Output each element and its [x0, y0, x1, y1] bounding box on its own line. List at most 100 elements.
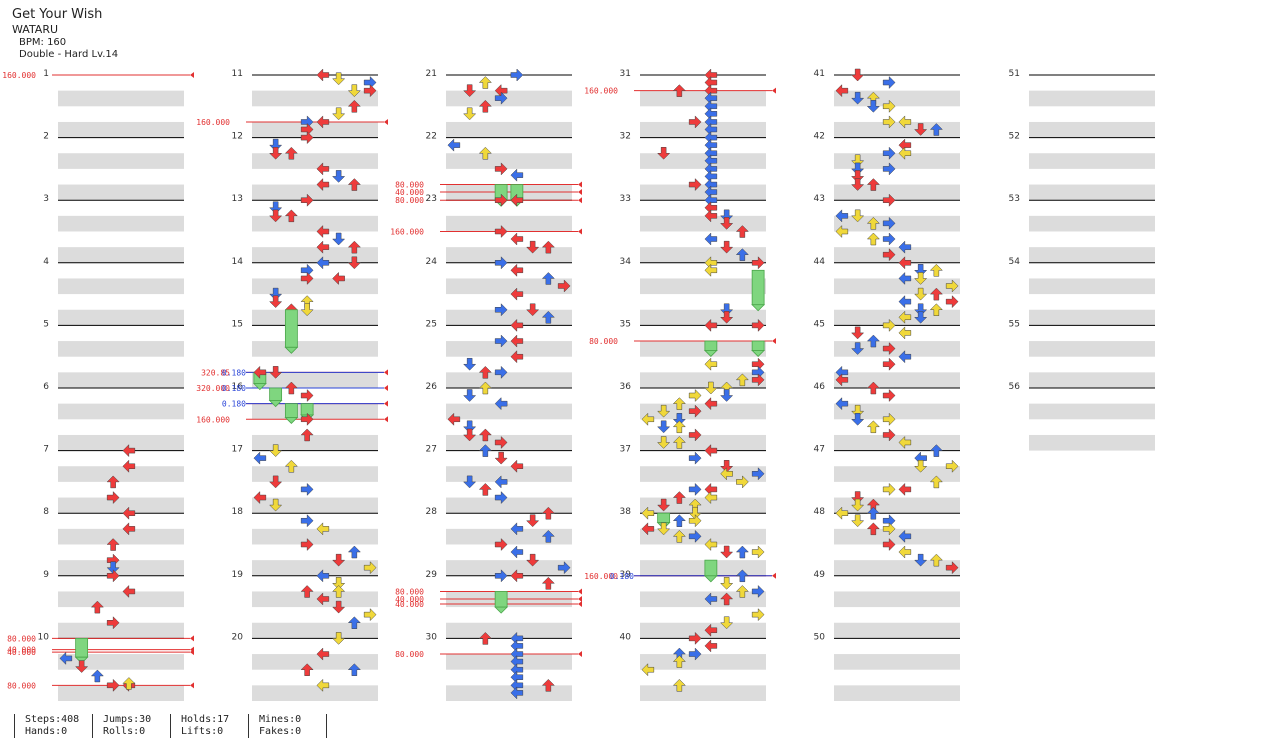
right-arrow-note [882, 115, 896, 129]
right-arrow-note [688, 115, 702, 129]
hold-tail [703, 575, 718, 583]
left-arrow-note [704, 232, 718, 246]
right-arrow-note [494, 490, 508, 505]
measure-band [834, 90, 960, 107]
right-arrow-note [688, 451, 702, 465]
bpm-label: 80.000 [7, 634, 36, 643]
measure-band [252, 372, 378, 388]
measure-number: 5 [43, 319, 49, 329]
down-arrow-note [526, 240, 540, 254]
measure-band [640, 341, 766, 357]
down-arrow-note [851, 178, 865, 191]
measure-band [58, 403, 184, 420]
right-arrow-note [688, 514, 702, 528]
measure-number: 26 [426, 382, 438, 392]
measure-band [834, 247, 960, 263]
measure-number: 13 [232, 194, 243, 204]
down-arrow-note [851, 498, 865, 512]
measure-number: 10 [38, 632, 50, 642]
bpm-line-end [578, 595, 582, 602]
stop-label: 0.180 [222, 384, 246, 393]
stat-mines-fakes: Mines:0 Fakes:0 [248, 714, 301, 738]
up-arrow-note [541, 272, 555, 285]
measure-number: 16 [232, 382, 244, 392]
measure-band [834, 685, 960, 701]
left-arrow-note [316, 115, 330, 129]
measure-band [834, 466, 960, 482]
stat-jumps-rolls: Jumps:30 Rolls:0 [92, 714, 151, 738]
bpm-line-end [190, 72, 194, 78]
hold-tail [751, 350, 766, 358]
up-arrow-note [90, 669, 104, 683]
measure-number: 45 [814, 319, 825, 329]
right-arrow-note [882, 412, 896, 426]
measure-band [252, 654, 378, 670]
measure-band [58, 309, 184, 326]
stop-label: 0.180 [610, 572, 634, 581]
stop-label: 0.180 [222, 400, 246, 409]
measure-number: 8 [43, 507, 49, 517]
measure-band [58, 434, 184, 451]
up-arrow-note [735, 545, 749, 559]
up-arrow-note [122, 677, 136, 690]
up-arrow-note [929, 123, 943, 136]
measure-band [834, 341, 960, 357]
measure-band [1029, 121, 1155, 138]
bpm-line-end [190, 635, 194, 642]
measure-band [1029, 90, 1155, 107]
up-arrow-note [735, 225, 749, 238]
measure-number: 56 [1009, 382, 1021, 392]
hold-body [269, 387, 283, 401]
bpm-line-end [578, 189, 582, 196]
down-arrow-note [269, 147, 283, 160]
down-arrow-note [269, 444, 283, 457]
right-arrow-note [557, 279, 571, 293]
bpm-label: 80.000 [589, 337, 618, 346]
bpm-label: 160.000 [390, 228, 424, 237]
left-arrow-note [510, 350, 524, 364]
measure-band [252, 434, 378, 451]
hold-tail [74, 656, 89, 664]
measure-number: 9 [43, 570, 49, 580]
hold-tail [284, 346, 299, 354]
hold-tail [751, 304, 766, 312]
up-arrow-note [332, 585, 346, 598]
hold-body [704, 340, 718, 351]
down-arrow-note [269, 475, 283, 489]
hold-body [657, 512, 671, 523]
left-arrow-note [704, 357, 718, 371]
right-arrow-note [945, 295, 959, 309]
left-arrow-note [704, 209, 718, 223]
down-arrow-note [526, 553, 540, 567]
up-arrow-note [929, 287, 943, 301]
left-arrow-note [316, 647, 330, 661]
right-arrow-note [106, 569, 120, 583]
right-arrow-note [882, 428, 896, 442]
left-arrow-note [898, 435, 912, 450]
measure-band [252, 403, 378, 420]
right-arrow-note [751, 467, 765, 481]
down-arrow-note [866, 100, 880, 113]
measure-band [1029, 215, 1155, 232]
right-arrow-note [363, 608, 377, 622]
right-arrow-note [882, 388, 896, 403]
measure-band [252, 341, 378, 357]
down-arrow-note [720, 577, 734, 590]
up-arrow-note [929, 263, 943, 277]
right-arrow-note [494, 569, 508, 583]
down-arrow-note [347, 84, 361, 98]
measure-number: 46 [814, 382, 826, 392]
measure-number: 53 [1009, 194, 1020, 204]
left-arrow-note [447, 412, 461, 426]
left-arrow-note [898, 146, 912, 160]
up-arrow-note [866, 381, 880, 395]
up-arrow-note [347, 240, 361, 254]
up-arrow-note [478, 483, 492, 496]
left-arrow-note [704, 490, 718, 505]
left-arrow-note [494, 397, 508, 411]
bpm-line-end [384, 118, 388, 125]
measure-band [640, 372, 766, 388]
down-arrow-note [463, 420, 477, 434]
down-arrow-note [657, 436, 671, 449]
up-arrow-note [866, 420, 880, 434]
